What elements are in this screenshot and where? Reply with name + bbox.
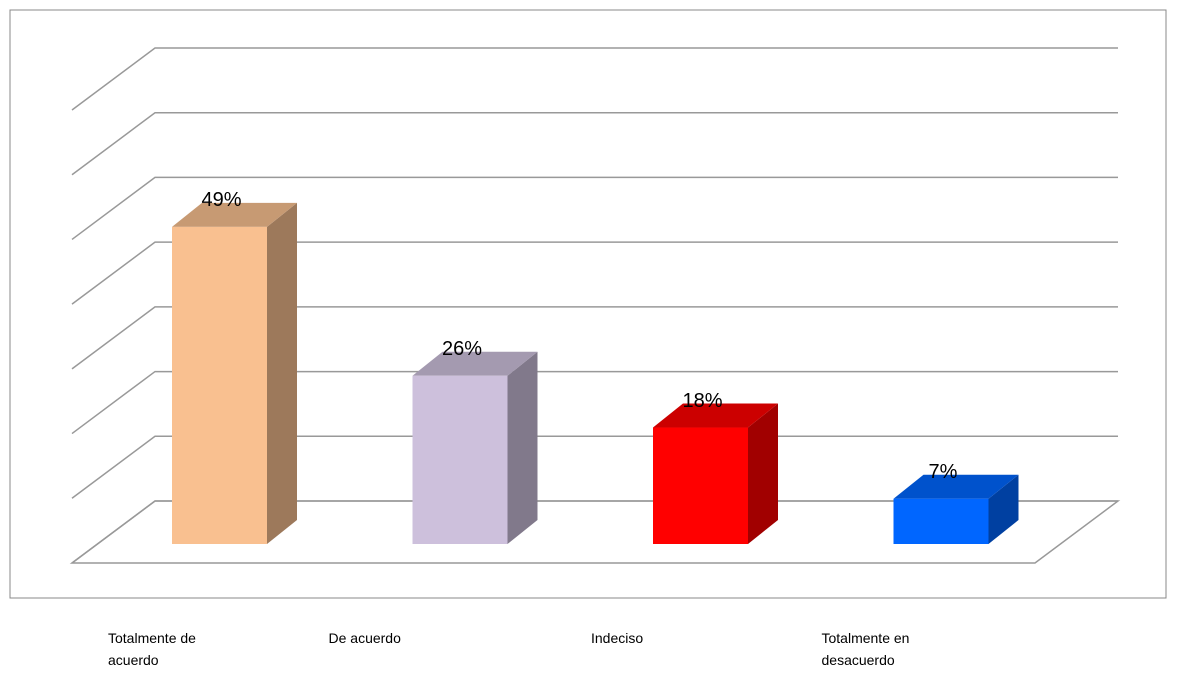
bar-side: [988, 474, 1019, 544]
bar-top: [653, 403, 778, 428]
x-tick-label: Totalmente de acuerdo: [108, 630, 196, 668]
plot-border: [9, 9, 1167, 599]
grid-line: [71, 435, 1118, 499]
bar: [893, 498, 989, 544]
grid-line: [71, 306, 1118, 370]
grid-line: [71, 370, 1118, 435]
grid-line: [71, 241, 1118, 305]
x-tick-label: Totalmente en desacuerdo: [821, 630, 910, 668]
grid-line: [71, 47, 1118, 111]
value-label: 49%: [201, 189, 241, 211]
bar-top: [172, 202, 297, 227]
value-label: 7%: [929, 461, 958, 483]
grid-line: [71, 500, 1118, 564]
bar-top: [412, 351, 538, 376]
x-tick-label: De acuerdo: [328, 630, 401, 646]
bar: [172, 226, 267, 544]
bar-top: [893, 474, 1019, 499]
bar-side: [507, 351, 538, 544]
grid-line: [71, 111, 1118, 176]
grid-line: [71, 176, 1118, 241]
bar-side: [267, 202, 297, 544]
bar-side: [748, 403, 778, 544]
value-label: 18%: [682, 390, 722, 412]
value-label: 26%: [442, 338, 482, 360]
x-tick-label: Indeciso: [591, 630, 644, 646]
bar: [653, 427, 748, 544]
bar: [412, 375, 508, 544]
